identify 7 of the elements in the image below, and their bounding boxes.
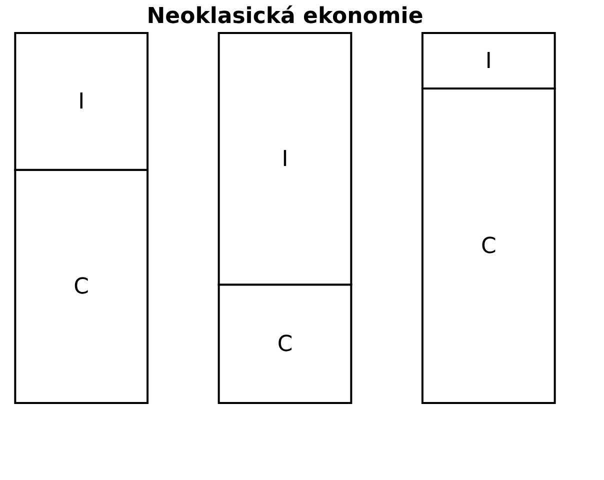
series-label: C xyxy=(277,332,293,357)
text: C xyxy=(480,234,496,259)
chart-title: Neoklasická ekonomie xyxy=(146,4,424,29)
series-label: I xyxy=(485,48,492,74)
text: C xyxy=(74,274,90,300)
text: I xyxy=(78,89,85,114)
text: I xyxy=(282,146,288,172)
